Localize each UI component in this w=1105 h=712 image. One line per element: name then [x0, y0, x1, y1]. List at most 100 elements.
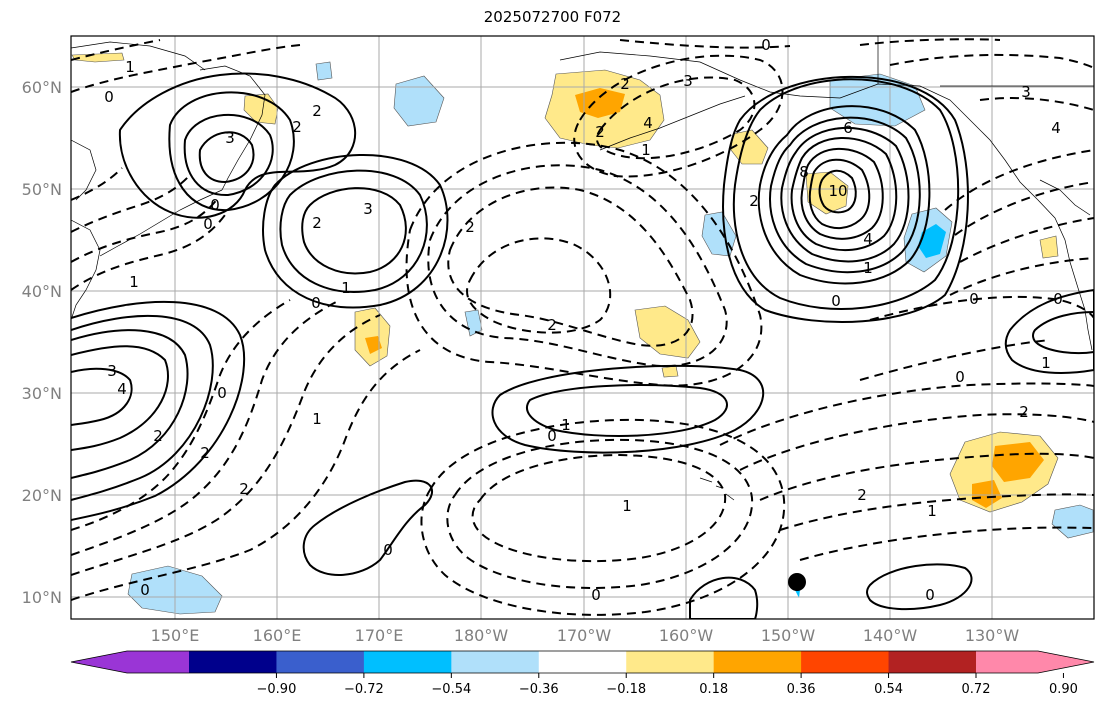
contour-positive: [808, 158, 871, 230]
lat-axis: 60°N 50°N 40°N 30°N 20°N 10°N: [22, 78, 62, 607]
contour-label: 3: [363, 200, 373, 218]
contour-positive: [1032, 310, 1094, 355]
contour-label: 4: [1051, 119, 1061, 137]
contour-negative: [71, 174, 191, 233]
contour-positive: [302, 479, 434, 576]
shade-orange: [575, 88, 625, 118]
contour-label: 0: [761, 36, 771, 54]
lat-tick-label: 10°N: [22, 588, 62, 607]
contour-negative: [859, 38, 1001, 46]
contour-label: 0: [217, 384, 227, 402]
contour-label: 0: [203, 215, 213, 233]
lon-axis: 150°E 160°E 170°E 180°W 170°W 160°W 150°…: [151, 626, 1020, 645]
contour-label: 2: [200, 444, 210, 462]
contour-positive: [71, 300, 246, 521]
colorbar-label: 0.36: [787, 682, 816, 697]
contour-positive: [71, 367, 133, 426]
plot-frame: [70, 35, 1095, 620]
contour-negative: [420, 418, 786, 616]
colorbar-extend-low: [71, 651, 189, 673]
contour-label: 1: [1041, 354, 1051, 372]
shade-positive: [730, 129, 769, 165]
contour-negative: [446, 438, 754, 589]
contour-negative: [619, 39, 791, 49]
lat-tick-label: 60°N: [22, 78, 62, 97]
colorbar: −0.90 −0.72 −0.54 −0.36 −0.18 0.18 0.36 0.54 0.7…: [70, 650, 1095, 697]
coastline-kamchatka: [199, 65, 266, 191]
contour-negative: [759, 452, 1094, 501]
colorbar-extend-high: [976, 651, 1094, 673]
colorbar-segment: [276, 651, 365, 673]
shade-orange: [992, 442, 1044, 482]
contour-negative: [71, 299, 341, 556]
contour-negative: [71, 314, 381, 576]
shade-positive: [1039, 235, 1059, 259]
colorbar-segment: [451, 651, 540, 673]
colorbar-label: −0.36: [519, 682, 559, 697]
contour-negative: [954, 181, 1094, 236]
contour-label: 6: [843, 119, 853, 137]
contour-label: 3: [107, 362, 117, 380]
contour-label: 0: [969, 290, 979, 308]
contour-positive: [183, 114, 274, 197]
contour-negative: [869, 295, 1094, 321]
lon-tick-label: 140°W: [863, 626, 918, 645]
contour-label: 3: [683, 72, 693, 90]
coastline-alaska: [559, 51, 1086, 311]
contour-positive: [757, 105, 931, 285]
lat-tick-label: 50°N: [22, 180, 62, 199]
contour-positive: [118, 72, 357, 219]
coastline-aleutians: [599, 95, 746, 151]
colorbar-segment: [538, 651, 627, 673]
colorbar-label: 0.72: [962, 682, 991, 697]
colorbar-segment: [189, 651, 277, 673]
contour-negative: [739, 413, 1094, 471]
contour-label: 3: [1021, 83, 1031, 101]
contour-negative: [71, 39, 161, 61]
shade-negative-strong: [795, 590, 800, 598]
contour-label: 0: [311, 294, 321, 312]
contour-label: 4: [863, 230, 873, 248]
contour-label: 4: [117, 380, 127, 398]
colorbar-segment: [888, 651, 977, 673]
lon-tick-label: 170°E: [355, 626, 404, 645]
coastline-japan: [71, 219, 101, 321]
colorbar-label: −0.90: [257, 682, 297, 697]
contour-labels: 0 1 2 2 3 0 0 1 3 2 1 0 3 4 0 2 1 2 2 0 …: [104, 36, 1063, 604]
contour-label: 2: [465, 218, 475, 236]
shade-positive: [71, 52, 125, 63]
colorbar-segment: [363, 651, 452, 673]
contours-positive: [71, 72, 1094, 619]
lon-tick-label: 150°W: [761, 626, 816, 645]
contour-positive: [71, 345, 169, 451]
contour-negative: [595, 76, 756, 160]
lon-tick-label: 160°W: [659, 626, 714, 645]
contour-label: 2: [292, 118, 302, 136]
contour-positive: [818, 169, 857, 214]
colorbar-segment: [713, 651, 802, 673]
colorbar-segment: [626, 651, 715, 673]
contour-label: 10: [828, 182, 847, 200]
contour-label: 1: [622, 497, 632, 515]
contour-positive: [491, 364, 765, 454]
contour-label: 1: [312, 410, 322, 428]
colorbar-label: 0.54: [874, 682, 903, 697]
gridlines: [71, 36, 1094, 619]
contour-label: 2: [1019, 403, 1029, 421]
contour-negative: [471, 453, 727, 563]
contour-label: 0: [210, 196, 220, 214]
coastline-north-america: [1084, 309, 1093, 351]
contour-negative: [71, 44, 301, 93]
coastline-bc: [1039, 179, 1091, 216]
colorbar-label: −0.18: [606, 682, 646, 697]
contour-label: 0: [955, 368, 965, 386]
shade-orange: [365, 336, 382, 354]
coastlines: [71, 36, 1094, 501]
contour-label: 0: [591, 586, 601, 604]
contour-label: 1: [641, 141, 651, 159]
colorbar-label: 0.18: [699, 682, 728, 697]
shade-orange: [972, 480, 1002, 508]
shade-negative: [393, 75, 445, 127]
colorbar-outline: [70, 650, 1095, 674]
